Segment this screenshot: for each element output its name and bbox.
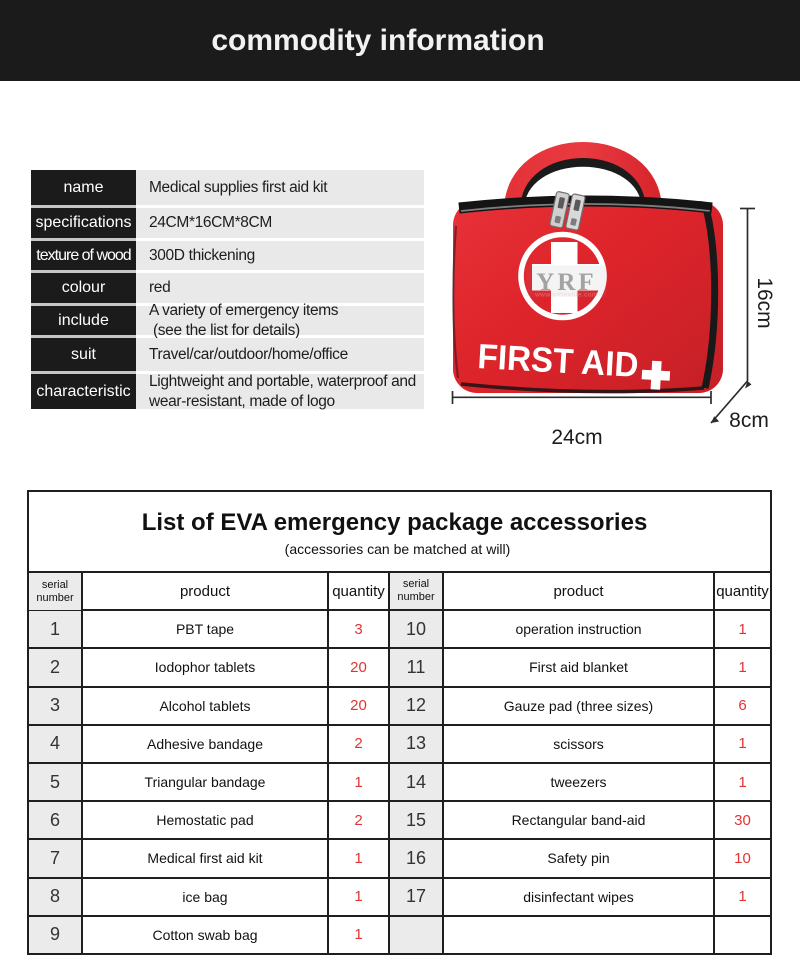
svg-text:8cm: 8cm xyxy=(729,409,769,432)
svg-text:FIRST AID: FIRST AID xyxy=(477,337,640,385)
svg-text:www.yrftextile.com: www.yrftextile.com xyxy=(534,292,598,299)
svg-text:16cm: 16cm xyxy=(753,277,776,328)
svg-text:YRF: YRF xyxy=(536,269,596,296)
svg-text:24cm: 24cm xyxy=(551,426,602,449)
